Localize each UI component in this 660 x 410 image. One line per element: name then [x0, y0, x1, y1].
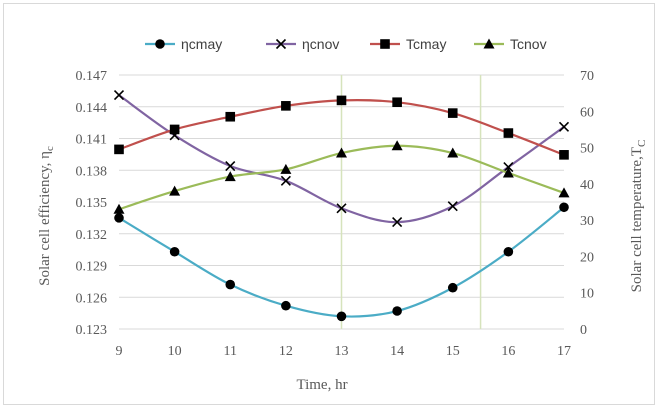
series-1-point-8: [558, 121, 570, 132]
series-0-point-0: [114, 213, 124, 223]
series-1-point-5: [392, 217, 403, 228]
series-0: [114, 202, 569, 322]
series-0-point-1: [169, 246, 180, 257]
series-2-point-5: [392, 97, 402, 108]
series-2-point-2: [225, 111, 236, 122]
series-0-point-8: [559, 202, 569, 213]
left-axis-title-sub: c: [44, 146, 56, 151]
legend-label-2: Tcmay: [406, 36, 446, 52]
left-tick-label-1: 0.126: [76, 291, 108, 306]
right-tick-label-3: 30: [580, 214, 594, 229]
series-1-point-6: [447, 201, 458, 212]
legend: ηcmay ηcnov Tcmay Tcnov: [145, 36, 547, 52]
series-3-point-7: [502, 167, 514, 178]
right-tick-label-6: 60: [580, 105, 594, 120]
series-1-point-2: [225, 160, 236, 172]
series-layer: [113, 90, 570, 322]
legend-marker-1: [275, 38, 287, 50]
series-2-point-3: [281, 101, 291, 111]
vertical-markers: [340, 75, 482, 329]
right-axis-title-main: Solar cell temperature,T: [629, 147, 645, 292]
legend-item-2: Tcmay: [370, 36, 446, 52]
series-3-point-0: [113, 203, 125, 214]
series-3-point-1: [169, 185, 181, 196]
x-tick-label-0: 9: [116, 344, 123, 359]
x-tick-label-6: 15: [446, 344, 460, 359]
series-2: [114, 95, 569, 160]
legend-label-0: ηcmay: [181, 36, 222, 52]
legend-item-3: Tcnov: [474, 36, 547, 52]
right-axis-title: Solar cell temperature,TC: [629, 140, 648, 293]
left-tick-label-2: 0.129: [76, 260, 108, 275]
x-tick-label-3: 12: [279, 344, 293, 359]
x-axis-title: Time, hr: [296, 377, 347, 393]
series-1-point-4: [336, 203, 347, 214]
legend-item-0: ηcmay: [145, 36, 222, 52]
x-tick-label-4: 13: [335, 344, 349, 359]
legend-label-1: ηcnov: [302, 36, 339, 52]
legend-marker-3: [483, 38, 495, 49]
right-axis-title-sub: C: [636, 140, 648, 147]
tick-labels: 0.123 0.126 0.129 0.132 0.135 0.138 0.141 0.144…: [76, 69, 595, 359]
series-1-point-0: [113, 90, 125, 101]
left-tick-label-5: 0.138: [76, 164, 108, 179]
series-0-point-6: [447, 282, 458, 293]
series-1-point-7: [503, 162, 514, 173]
series-0-point-4: [336, 311, 347, 322]
series-3-point-4: [336, 147, 347, 158]
left-tick-label-0: 0.123: [76, 323, 108, 338]
left-axis-title: Solar cell efficiency, ηc: [37, 146, 56, 286]
series-2-point-7: [503, 128, 514, 138]
x-tick-label-1: 10: [168, 344, 182, 359]
series-2-point-1: [169, 124, 180, 135]
x-tick-label-2: 11: [224, 344, 237, 359]
left-tick-label-8: 0.147: [76, 69, 108, 84]
series-0-point-3: [281, 300, 291, 311]
right-tick-label-5: 50: [580, 142, 594, 157]
left-tick-label-6: 0.141: [76, 133, 108, 148]
legend-marker-2: [380, 39, 390, 49]
left-tick-label-3: 0.132: [76, 228, 108, 243]
series-3-point-5: [391, 140, 403, 151]
series-2-point-0: [114, 144, 124, 155]
series-0-point-2: [225, 279, 236, 290]
left-tick-label-4: 0.135: [76, 196, 108, 211]
x-tick-label-5: 14: [390, 344, 404, 359]
left-axis-title-main: Solar cell efficiency, η: [37, 151, 53, 286]
series-0-point-7: [503, 246, 514, 257]
series-0-point-5: [392, 306, 402, 316]
chart-frame: 0.123 0.126 0.129 0.132 0.135 0.138 0.141 0.144…: [3, 3, 655, 405]
series-3-point-3: [280, 163, 292, 174]
series-1-point-3: [280, 175, 291, 186]
series-3-point-6: [447, 147, 459, 158]
series-2-point-8: [559, 150, 569, 160]
left-tick-label-7: 0.144: [76, 101, 108, 116]
chart: 0.123 0.126 0.129 0.132 0.135 0.138 0.141 0.144…: [37, 36, 648, 393]
series-3: [113, 140, 570, 214]
series-3-point-8: [558, 187, 570, 198]
x-tick-label-7: 16: [501, 344, 515, 359]
legend-item-1: ηcnov: [266, 36, 339, 52]
right-tick-label-4: 40: [580, 178, 594, 193]
right-tick-label-2: 20: [580, 250, 594, 265]
right-tick-label-7: 70: [580, 69, 594, 84]
series-2-point-6: [447, 108, 458, 118]
series-3-point-2: [224, 171, 236, 182]
legend-label-3: Tcnov: [510, 36, 547, 52]
series-1: [113, 90, 570, 228]
right-tick-label-1: 10: [580, 287, 594, 302]
legend-marker-0: [155, 39, 165, 49]
x-tick-label-8: 17: [557, 344, 571, 359]
right-tick-label-0: 0: [580, 323, 587, 338]
series-2-point-4: [336, 95, 347, 106]
